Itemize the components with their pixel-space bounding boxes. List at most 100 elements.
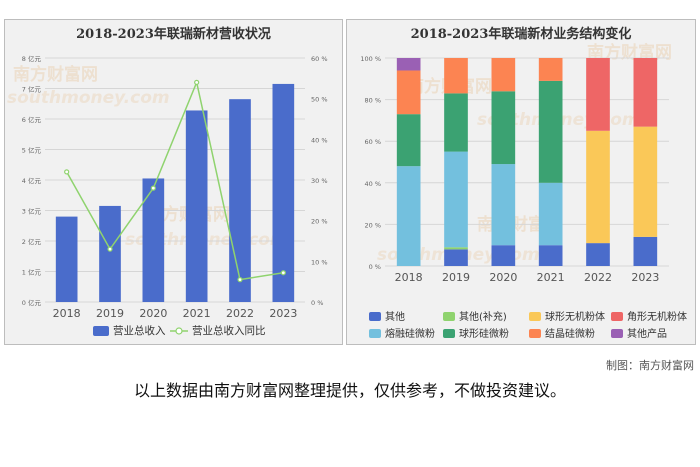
y2-tick-label: 40 %: [311, 136, 328, 144]
y-tick-label: 3 亿元: [22, 207, 42, 216]
bar-segment: [396, 166, 421, 266]
line-point: [107, 246, 113, 252]
bar-segment: [538, 58, 563, 81]
x-tick-label: 2018: [395, 271, 423, 284]
legend-label: 角形无机粉体: [627, 310, 687, 323]
y-tick-label: 8 亿元: [22, 54, 42, 63]
bar-segment: [586, 130, 610, 244]
legend-swatch: [443, 312, 455, 321]
bar-segment: [444, 247, 468, 250]
revenue-chart-panel: 南方财富网 southmoney.com 南方财富网 southmoney.co…: [4, 19, 343, 345]
chart-credit: 制图：南方财富网: [606, 359, 694, 372]
legend-swatch: [93, 326, 109, 336]
line-point: [280, 270, 286, 276]
legend-label: 营业总收入: [113, 324, 166, 337]
bar-segment: [396, 58, 421, 71]
y-tick-label: 2 亿元: [22, 237, 42, 246]
series-line: [66, 79, 284, 281]
bar-segment: [633, 126, 658, 237]
x-tick-label: 2020: [489, 271, 517, 284]
bar-segment: [538, 182, 563, 246]
bar-segment: [396, 114, 421, 167]
bar-segment: [633, 236, 658, 266]
bar-segment: [491, 164, 516, 246]
bar: [185, 110, 208, 303]
y-tick-label: 5 亿元: [22, 146, 42, 155]
x-tick-label: 2022: [584, 271, 612, 284]
bar-segment: [586, 58, 610, 131]
x-tick-label: 2019: [442, 271, 470, 284]
legend-swatch: [611, 312, 623, 321]
y2-tick-label: 30 %: [311, 177, 328, 185]
y2-tick-label: 10 %: [311, 258, 328, 266]
x-tick-label: 2022: [226, 307, 254, 320]
legend-swatch: [529, 329, 541, 338]
bar-segment: [491, 91, 516, 165]
revenue-chart: 0 亿元 1 亿元 2 亿元 3 亿元 4 亿元 5 亿元 6 亿元 7 亿元 8 亿元 0 % 1…: [22, 54, 328, 337]
line-point: [150, 185, 156, 191]
bar: [142, 178, 165, 302]
x-tick-label: 2021: [183, 307, 211, 320]
structure-chart: 0 % 20 % 40 % 60 % 80 % 100 % 2018 2019 2020 2021…: [360, 55, 687, 340]
legend-label: 其他: [385, 310, 405, 323]
y-tick-label: 0 %: [369, 263, 381, 271]
bar-segment: [491, 245, 516, 266]
legend-label: 熔融硅微粉: [385, 327, 435, 340]
structure-chart-panel: 南方财富网 南方财富网 southmoney.com 南方财富网 southmo…: [346, 19, 696, 345]
bar: [272, 83, 295, 302]
x-tick-label: 2018: [53, 307, 81, 320]
bar-segment: [396, 70, 421, 115]
line-point: [194, 79, 200, 86]
chart-title: 2018-2023年联瑞新材业务结构变化: [410, 27, 632, 42]
legend-label: 营业总收入同比: [192, 324, 266, 337]
y-tick-label: 6 亿元: [22, 115, 42, 124]
legend-swatch: [369, 312, 381, 321]
y-tick-label: 40 %: [364, 180, 381, 188]
y2-tick-label: 60 %: [311, 55, 328, 63]
y2-tick-label: 20 %: [311, 218, 328, 226]
bar-segment: [586, 243, 610, 266]
y2-tick-label: 50 %: [311, 96, 328, 104]
bar-segment: [538, 245, 563, 266]
y-tick-label: 100 %: [360, 55, 381, 63]
bar-segment: [444, 58, 468, 94]
watermark-text: 南方财富网: [13, 65, 98, 85]
line-point: [64, 169, 70, 175]
disclaimer-text: 以上数据由南方财富网整理提供，仅供参考，不做投资建议。: [133, 381, 566, 400]
legend-label: 其他产品: [627, 327, 667, 340]
bar: [99, 205, 121, 302]
y-tick-label: 7 亿元: [22, 85, 42, 94]
watermark-text: southmoney.com: [7, 88, 170, 108]
y-tick-label: 1 亿元: [22, 268, 42, 277]
legend-label: 球形无机粉体: [545, 310, 605, 323]
y2-tick-label: 0 %: [311, 299, 323, 307]
bar-segment: [538, 80, 563, 183]
legend-swatch: [529, 312, 541, 321]
legend-swatch: [369, 329, 381, 338]
legend-swatch: [611, 329, 623, 338]
bar-segment: [633, 58, 658, 127]
bar: [229, 99, 251, 302]
legend-swatch: [443, 329, 455, 338]
x-tick-label: 2020: [139, 307, 167, 320]
bar-segment: [444, 249, 468, 266]
chart-title: 2018-2023年联瑞新材营收状况: [76, 27, 271, 42]
bar-segment: [444, 93, 468, 152]
x-tick-label: 2023: [269, 307, 297, 320]
line-point: [237, 277, 243, 283]
y-tick-label: 80 %: [364, 97, 381, 105]
x-tick-label: 2023: [631, 271, 659, 284]
legend-label: 结晶硅微粉: [545, 327, 595, 340]
y-tick-label: 60 %: [364, 138, 381, 146]
bar: [55, 216, 78, 302]
y-tick-label: 4 亿元: [22, 176, 42, 185]
y-tick-label: 20 %: [364, 221, 381, 229]
bar-segment: [491, 58, 516, 92]
legend-label: 其他(补充): [459, 310, 507, 323]
y-tick-label: 0 亿元: [22, 298, 42, 307]
legend-swatch: [175, 327, 183, 335]
x-tick-label: 2021: [537, 271, 565, 284]
legend-label: 球形硅微粉: [459, 327, 509, 340]
x-tick-label: 2019: [96, 307, 124, 320]
bar-segment: [444, 151, 468, 248]
